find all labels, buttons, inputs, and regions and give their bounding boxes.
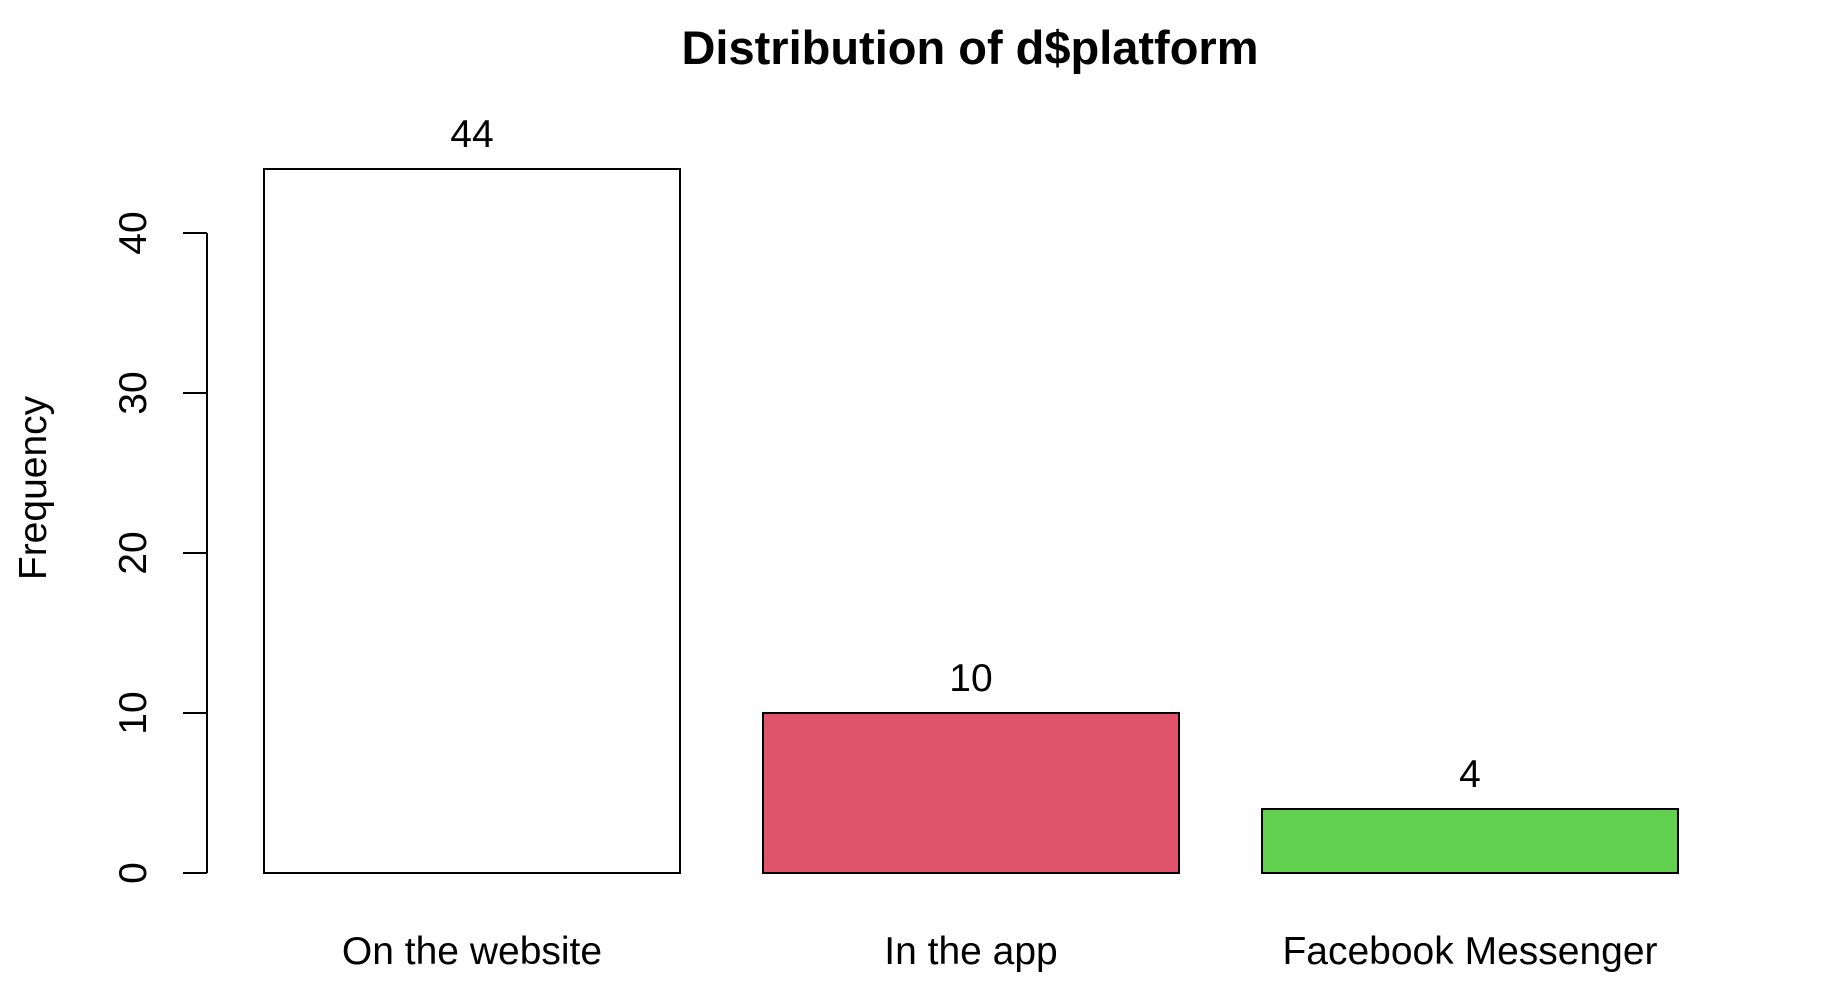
- y-tick-label: 0: [112, 862, 155, 884]
- bar-value-label: 4: [1459, 753, 1481, 796]
- y-tick-label: 10: [112, 691, 155, 734]
- y-tick-label: 30: [112, 371, 155, 414]
- bar: [762, 712, 1180, 874]
- y-axis-ticks: 0 10 20 30 40: [112, 211, 207, 884]
- chart-title: Distribution of d$platform: [681, 21, 1258, 74]
- bar-value-label: 44: [450, 113, 493, 156]
- bar: [263, 168, 681, 874]
- x-category-label: In the app: [884, 930, 1057, 973]
- bar: [1261, 808, 1679, 874]
- y-tick-label: 40: [112, 211, 155, 254]
- x-category-label: Facebook Messenger: [1282, 930, 1657, 973]
- bars-group: 44 On the website 10 In the app 4 Facebook Me…: [263, 113, 1679, 973]
- y-tick-label: 20: [112, 531, 155, 574]
- bar-value-label: 10: [949, 657, 992, 700]
- x-category-label: On the website: [342, 930, 602, 973]
- y-axis-label: Frequency: [12, 395, 55, 580]
